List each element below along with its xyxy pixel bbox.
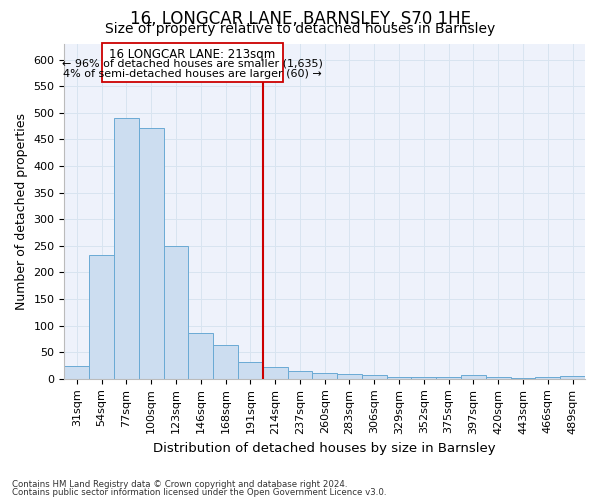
Bar	[263, 366, 287, 379]
Text: 16 LONGCAR LANE: 213sqm: 16 LONGCAR LANE: 213sqm	[109, 48, 275, 61]
Bar	[213, 346, 238, 379]
Bar	[386, 376, 412, 379]
Bar	[535, 376, 560, 379]
Text: 16, LONGCAR LANE, BARNSLEY, S70 1HE: 16, LONGCAR LANE, BARNSLEY, S70 1HE	[130, 10, 470, 28]
Text: Contains public sector information licensed under the Open Government Licence v3: Contains public sector information licen…	[12, 488, 386, 497]
Bar	[64, 366, 89, 379]
Bar	[412, 376, 436, 379]
Bar	[362, 375, 386, 379]
Bar	[238, 362, 263, 379]
Bar	[89, 256, 114, 379]
X-axis label: Distribution of detached houses by size in Barnsley: Distribution of detached houses by size …	[154, 442, 496, 455]
Bar	[313, 373, 337, 379]
Bar	[164, 246, 188, 379]
Bar	[188, 332, 213, 379]
Text: Contains HM Land Registry data © Crown copyright and database right 2024.: Contains HM Land Registry data © Crown c…	[12, 480, 347, 489]
Bar	[337, 374, 362, 379]
Bar	[436, 376, 461, 379]
Bar	[139, 128, 164, 379]
Bar	[511, 378, 535, 379]
Text: ← 96% of detached houses are smaller (1,635): ← 96% of detached houses are smaller (1,…	[62, 58, 323, 68]
Y-axis label: Number of detached properties: Number of detached properties	[15, 113, 28, 310]
Bar	[114, 118, 139, 379]
Text: 4% of semi-detached houses are larger (60) →: 4% of semi-detached houses are larger (6…	[62, 70, 322, 80]
Bar	[560, 376, 585, 379]
Bar	[461, 375, 486, 379]
Bar	[486, 376, 511, 379]
Bar	[287, 372, 313, 379]
FancyBboxPatch shape	[101, 42, 283, 82]
Text: Size of property relative to detached houses in Barnsley: Size of property relative to detached ho…	[105, 22, 495, 36]
